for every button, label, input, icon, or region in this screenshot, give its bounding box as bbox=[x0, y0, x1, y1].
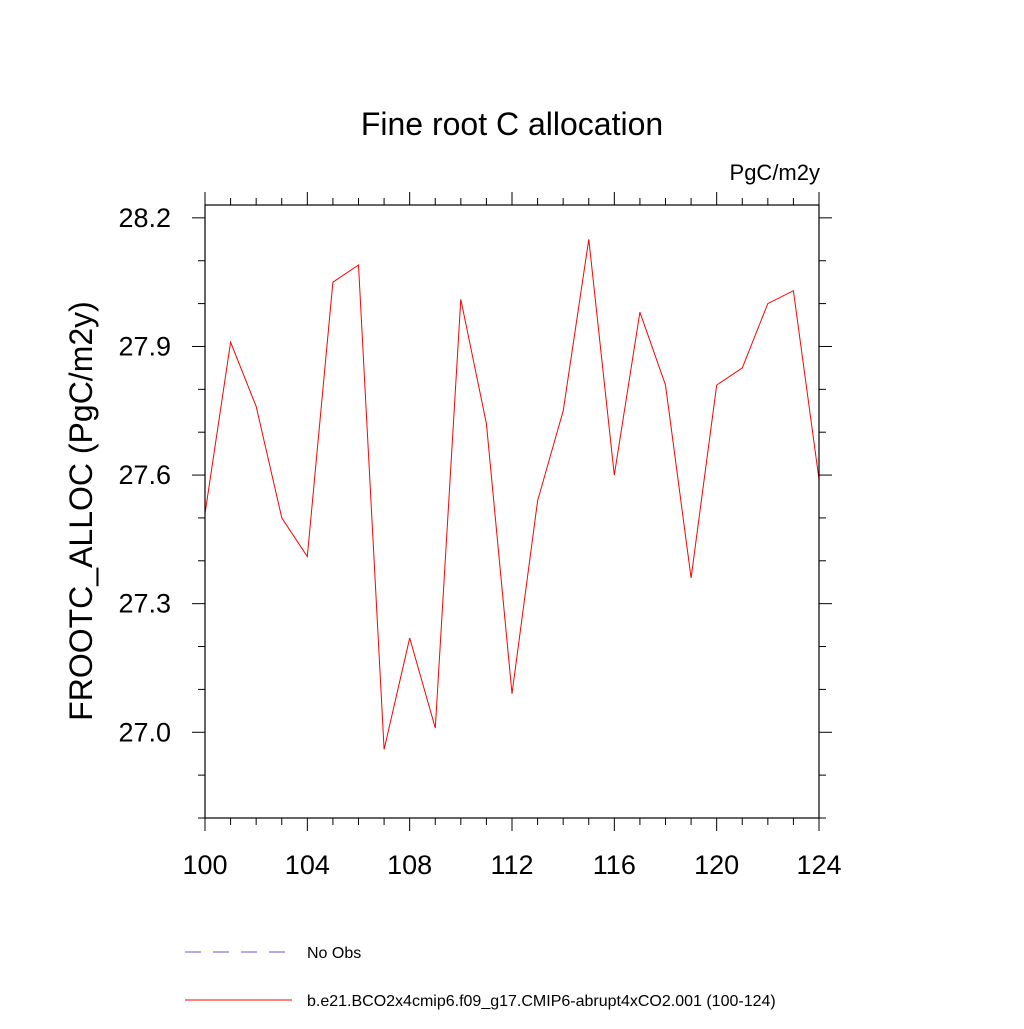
x-tick-label: 100 bbox=[182, 850, 227, 880]
x-tick-label: 120 bbox=[694, 850, 739, 880]
axis-tick-labels: 100 104 108 112 116 120 124 27.0 27.3 27.6 27.9 28.… bbox=[118, 203, 841, 880]
legend: No Obs b.e21.BCO2x4cmip6.f09_g17.CMIP6-ab… bbox=[185, 945, 776, 1010]
legend-label: No Obs bbox=[307, 945, 361, 962]
y-tick-label: 27.6 bbox=[118, 460, 171, 490]
x-tick-label: 112 bbox=[490, 850, 533, 880]
legend-label: b.e21.BCO2x4cmip6.f09_g17.CMIP6-abrupt4x… bbox=[307, 993, 776, 1010]
x-tick-label: 116 bbox=[593, 850, 636, 880]
axis-ticks bbox=[192, 192, 832, 831]
series-lines bbox=[204, 239, 820, 750]
series-line bbox=[204, 239, 820, 750]
y-tick-label: 27.9 bbox=[118, 331, 171, 361]
y-tick-label: 27.3 bbox=[118, 589, 171, 619]
x-tick-label: 124 bbox=[796, 850, 841, 880]
x-tick-label: 108 bbox=[387, 850, 432, 880]
y-tick-label: 28.2 bbox=[118, 203, 171, 233]
units-label: PgC/m2y bbox=[730, 160, 820, 185]
y-axis-label: FROOTC_ALLOC (PgC/m2y) bbox=[63, 301, 99, 721]
y-tick-label: 27.0 bbox=[118, 717, 171, 747]
x-tick-label: 104 bbox=[285, 850, 330, 880]
plot-frame bbox=[204, 204, 820, 819]
chart-title: Fine root C allocation bbox=[361, 106, 663, 142]
